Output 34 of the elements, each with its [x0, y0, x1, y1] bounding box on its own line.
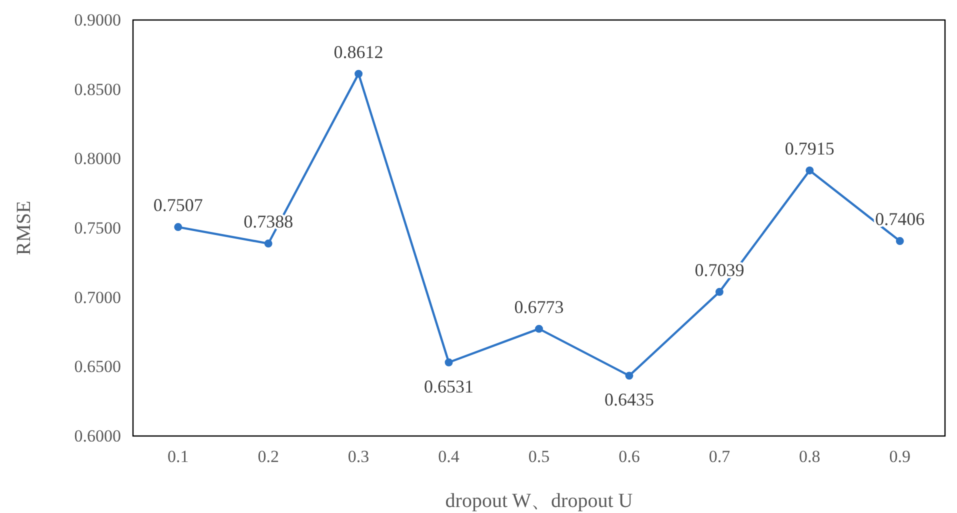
y-tick-label: 0.6000 [74, 426, 121, 446]
point [625, 372, 634, 380]
data-label: 0.7915 [784, 138, 834, 158]
y-tick-label: 0.9000 [74, 10, 121, 30]
x-tick-label: 0.2 [258, 447, 279, 466]
x-tick-label: 0.7 [708, 447, 731, 466]
point [535, 324, 543, 333]
data-label: 0.8612 [334, 42, 384, 62]
data-label: 0.6435 [604, 390, 654, 410]
x-axis-title: dropout W、dropout U [445, 490, 634, 512]
x-tick-label: 0.5 [528, 447, 550, 466]
point [174, 223, 182, 232]
y-axis-title: RMSE [13, 200, 35, 256]
y-tick-label: 0.8500 [74, 80, 121, 99]
x-tick-label: 0.8 [799, 447, 820, 466]
x-tick-label: 0.6 [618, 447, 640, 466]
y-tick-label: 0.8000 [74, 149, 121, 168]
point [264, 240, 272, 248]
data-label: 0.7406 [875, 209, 925, 230]
data-label: 0.6531 [424, 376, 474, 396]
x-tick-label: 0.3 [348, 447, 370, 466]
y-tick-label: 0.7000 [74, 288, 121, 307]
point [896, 237, 904, 246]
point [444, 358, 453, 366]
x-tick-label: 0.9 [889, 447, 911, 466]
point [715, 288, 724, 296]
data-label: 0.7507 [153, 195, 203, 216]
data-label: 0.6773 [514, 296, 564, 317]
point [806, 166, 814, 174]
y-tick-label: 0.7500 [74, 218, 121, 238]
point [354, 70, 363, 78]
x-tick-label: 0.4 [438, 447, 460, 466]
x-tick-label: 0.1 [167, 447, 189, 466]
y-tick-label: 0.6500 [74, 357, 121, 376]
